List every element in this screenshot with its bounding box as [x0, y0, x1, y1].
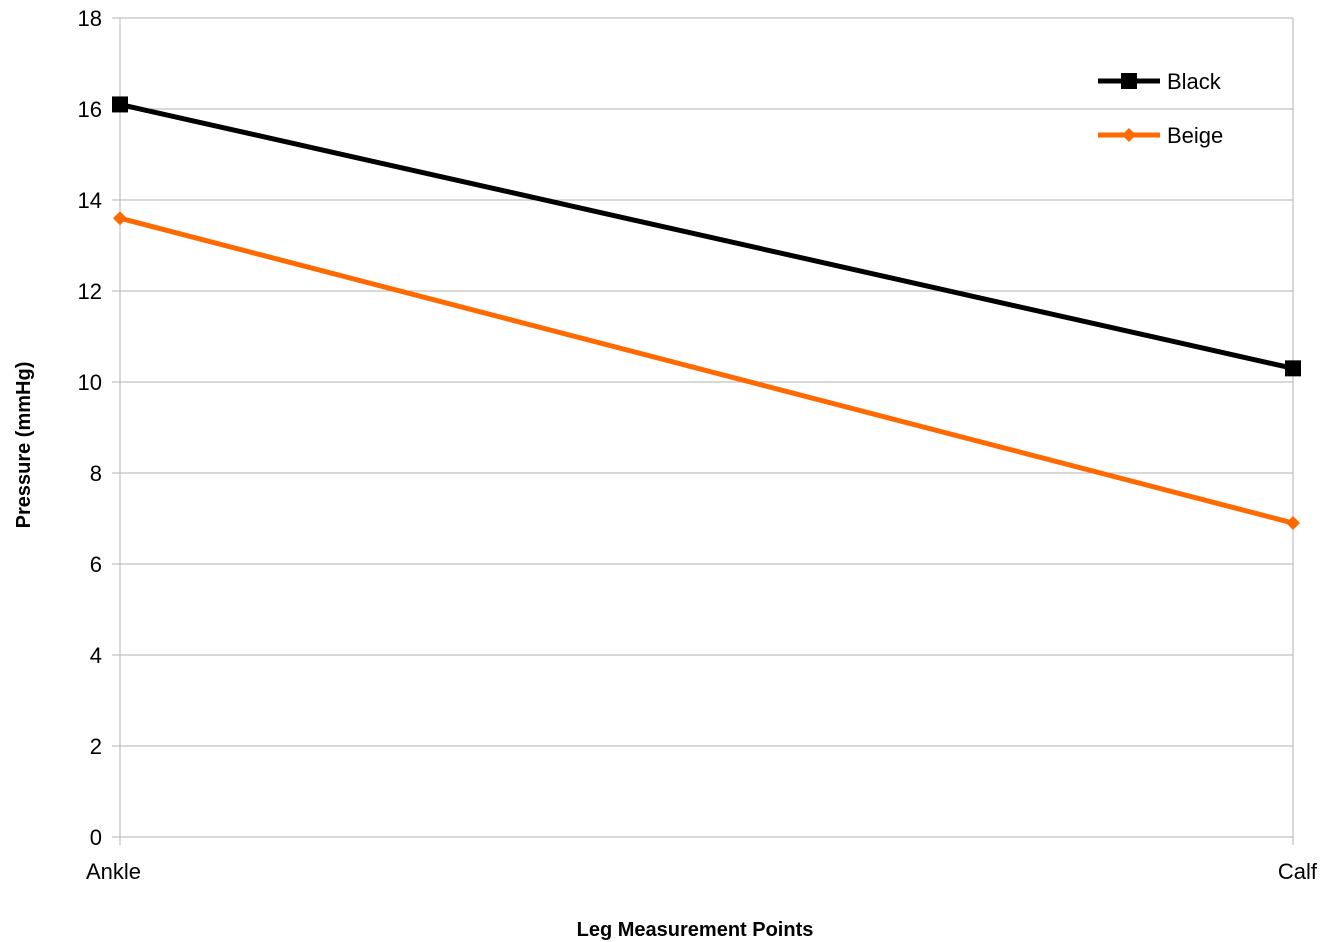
y-tick-label: 14 [78, 188, 102, 213]
x-axis-title: Leg Measurement Points [577, 919, 814, 941]
y-tick-label: 8 [90, 461, 102, 486]
legend-label: Black [1167, 69, 1222, 94]
data-point-black [1285, 360, 1301, 377]
legend-swatch-marker [1122, 128, 1136, 142]
y-tick-label: 4 [90, 643, 102, 668]
data-point-beige [1286, 516, 1300, 531]
y-axis-ticks: 0 2 4 6 8 10 12 14 16 18 [78, 6, 120, 850]
data-point-beige [113, 211, 127, 226]
y-tick-label: 12 [78, 279, 102, 304]
y-tick-label: 0 [90, 825, 102, 850]
axes [119, 18, 1294, 838]
series-line-black [119, 102, 1294, 371]
series-beige [113, 211, 1300, 531]
y-tick-label: 2 [90, 734, 102, 759]
series-line-beige [119, 215, 1294, 526]
gridlines [120, 17, 1293, 838]
x-tick-label: Ankle [86, 859, 141, 884]
y-tick-label: 18 [78, 6, 102, 31]
data-point-black [112, 96, 128, 113]
y-tick-label: 10 [78, 370, 102, 395]
legend: Black Beige [1098, 69, 1223, 148]
x-axis-ticks: Ankle Calf [86, 837, 1318, 884]
y-tick-label: 16 [78, 97, 102, 122]
series-black [112, 96, 1301, 377]
y-axis-title: Pressure (mmHg) [13, 362, 35, 529]
legend-item-beige: Beige [1098, 123, 1223, 148]
legend-item-black: Black [1098, 69, 1222, 94]
x-tick-label: Calf [1278, 859, 1318, 884]
legend-label: Beige [1167, 123, 1223, 148]
legend-swatch-marker [1121, 73, 1137, 89]
series-group [112, 96, 1301, 531]
y-tick-label: 6 [90, 552, 102, 577]
